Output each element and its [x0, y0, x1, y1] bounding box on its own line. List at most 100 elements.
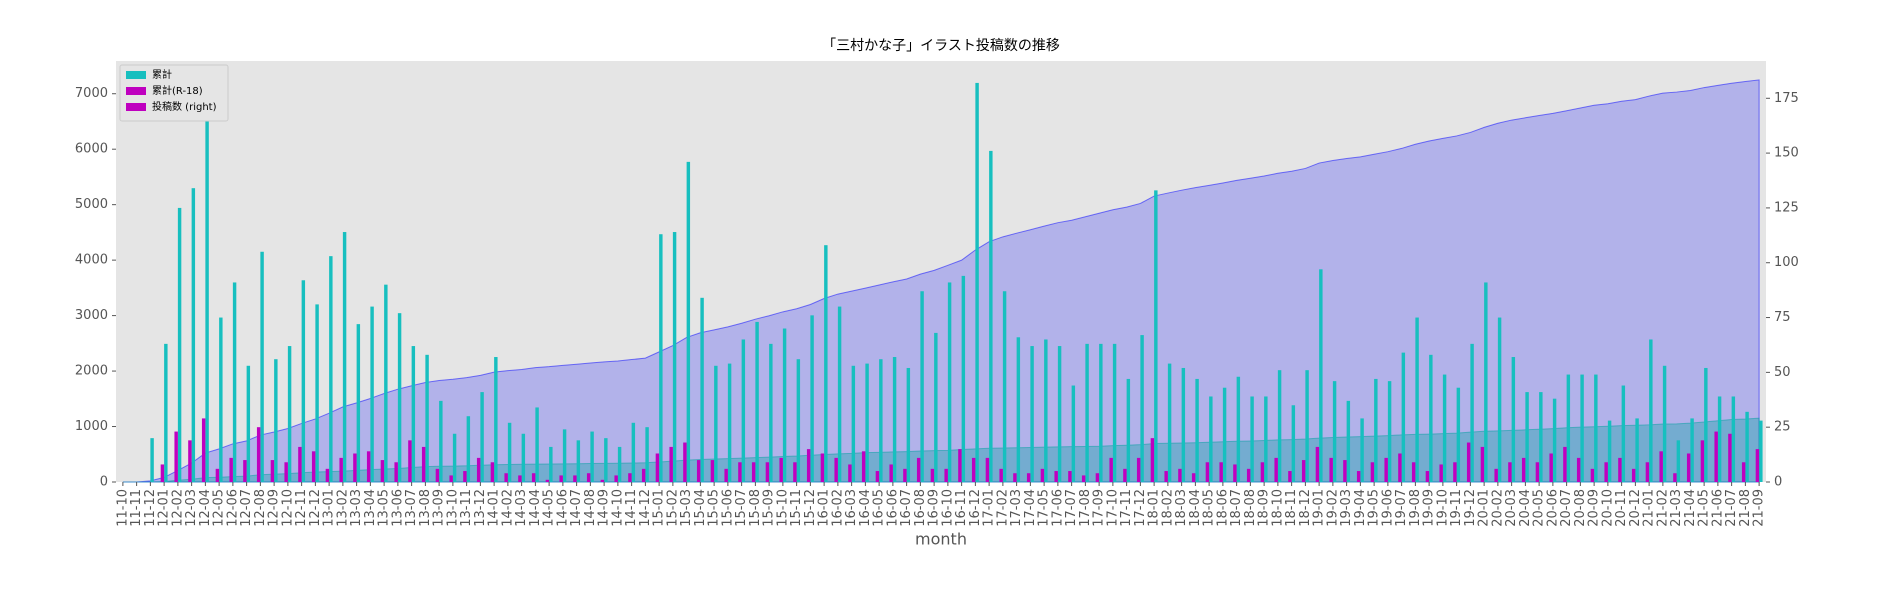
bar	[1466, 442, 1471, 482]
bar	[435, 468, 440, 482]
y-tick-label: 0	[100, 475, 108, 490]
bar	[751, 462, 756, 482]
bar	[738, 462, 742, 482]
y-tick-label: 7000	[75, 86, 108, 101]
legend-swatch	[126, 71, 146, 79]
bar	[1704, 367, 1708, 482]
x-tick-label: 14-06	[555, 489, 570, 527]
x-tick-label: 12-02	[170, 489, 185, 527]
bar	[1332, 381, 1337, 482]
bar	[741, 339, 746, 482]
x-tick-label: 15-02	[665, 489, 680, 527]
bar	[562, 429, 567, 482]
x-tick-label: 15-12	[803, 489, 818, 527]
bar	[1260, 462, 1265, 482]
bar	[1686, 453, 1691, 482]
y-tick-label: 2000	[75, 364, 108, 379]
bar	[1429, 354, 1433, 482]
bar	[1484, 282, 1488, 482]
x-tick-label: 19-09	[1422, 489, 1437, 527]
bar	[1745, 411, 1749, 482]
bar	[353, 453, 357, 482]
x-tick-label: 16-04	[858, 489, 873, 527]
bar	[535, 407, 539, 482]
x-tick-label: 21-06	[1710, 489, 1725, 527]
bar	[1374, 378, 1378, 482]
x-tick-label: 21-09	[1752, 489, 1767, 527]
bar	[1401, 352, 1406, 482]
bar	[1222, 387, 1227, 482]
bar	[655, 453, 660, 482]
bar	[1539, 392, 1543, 482]
bar	[559, 475, 563, 482]
bar	[476, 457, 481, 482]
bar	[1525, 392, 1529, 482]
bar	[215, 468, 220, 482]
x-tick-label: 20-09	[1587, 489, 1602, 527]
bar	[1649, 339, 1653, 482]
bar	[1662, 365, 1667, 482]
y2-tick-label: 25	[1774, 420, 1791, 435]
bar	[1026, 473, 1031, 482]
x-tick-label: 18-01	[1147, 489, 1162, 527]
bar	[1167, 363, 1172, 482]
bar	[1549, 453, 1553, 482]
bar	[724, 468, 728, 482]
x-tick-label: 17-01	[982, 489, 997, 527]
bar	[645, 427, 649, 482]
bar	[342, 232, 347, 482]
bar	[573, 475, 577, 482]
bar	[232, 282, 237, 482]
x-tick-label: 13-12	[473, 489, 488, 527]
bar	[191, 188, 196, 483]
bar	[806, 449, 811, 482]
bar	[439, 400, 443, 482]
bar	[1123, 468, 1127, 482]
bar	[1054, 471, 1058, 482]
bar	[1319, 269, 1323, 482]
bar	[301, 280, 306, 482]
x-tick-label: 14-05	[542, 489, 557, 527]
bar	[796, 359, 801, 482]
bar	[1013, 473, 1017, 482]
bar	[700, 297, 704, 482]
x-tick-label: 18-08	[1243, 489, 1258, 527]
x-tick-label: 12-07	[239, 489, 254, 527]
bar	[604, 438, 608, 482]
bar	[879, 359, 883, 482]
bar	[930, 468, 935, 482]
bar	[628, 473, 632, 482]
bar	[985, 457, 990, 482]
bar	[903, 468, 907, 482]
bar	[1329, 457, 1333, 482]
x-tick-label: 19-12	[1463, 489, 1478, 527]
bar	[1494, 468, 1498, 482]
bar	[1566, 374, 1571, 482]
bar	[641, 468, 646, 482]
legend-label: 投稿数 (right)	[152, 100, 217, 113]
bar	[164, 343, 168, 482]
bar	[1274, 457, 1278, 482]
bar	[1411, 462, 1416, 482]
y2-tick-label: 75	[1774, 310, 1791, 325]
x-tick-label: 13-02	[335, 489, 350, 527]
bar	[837, 306, 842, 482]
x-tick-label: 15-09	[762, 489, 777, 527]
x-tick-label: 18-05	[1202, 489, 1217, 527]
legend-box	[119, 64, 229, 122]
x-tick-label: 13-08	[418, 489, 433, 527]
bar	[1621, 385, 1626, 482]
bar	[1044, 339, 1048, 482]
bar	[411, 346, 416, 482]
bar	[287, 346, 292, 482]
bar	[174, 431, 178, 482]
bar	[1081, 475, 1086, 482]
x-tick-label: 14-02	[500, 489, 515, 527]
x-tick-label: 17-06	[1050, 489, 1065, 527]
x-tick-label: 13-01	[322, 489, 337, 527]
bar	[765, 462, 770, 482]
bar	[188, 440, 192, 482]
bar	[1415, 317, 1419, 482]
x-tick-label: 14-01	[487, 489, 502, 527]
